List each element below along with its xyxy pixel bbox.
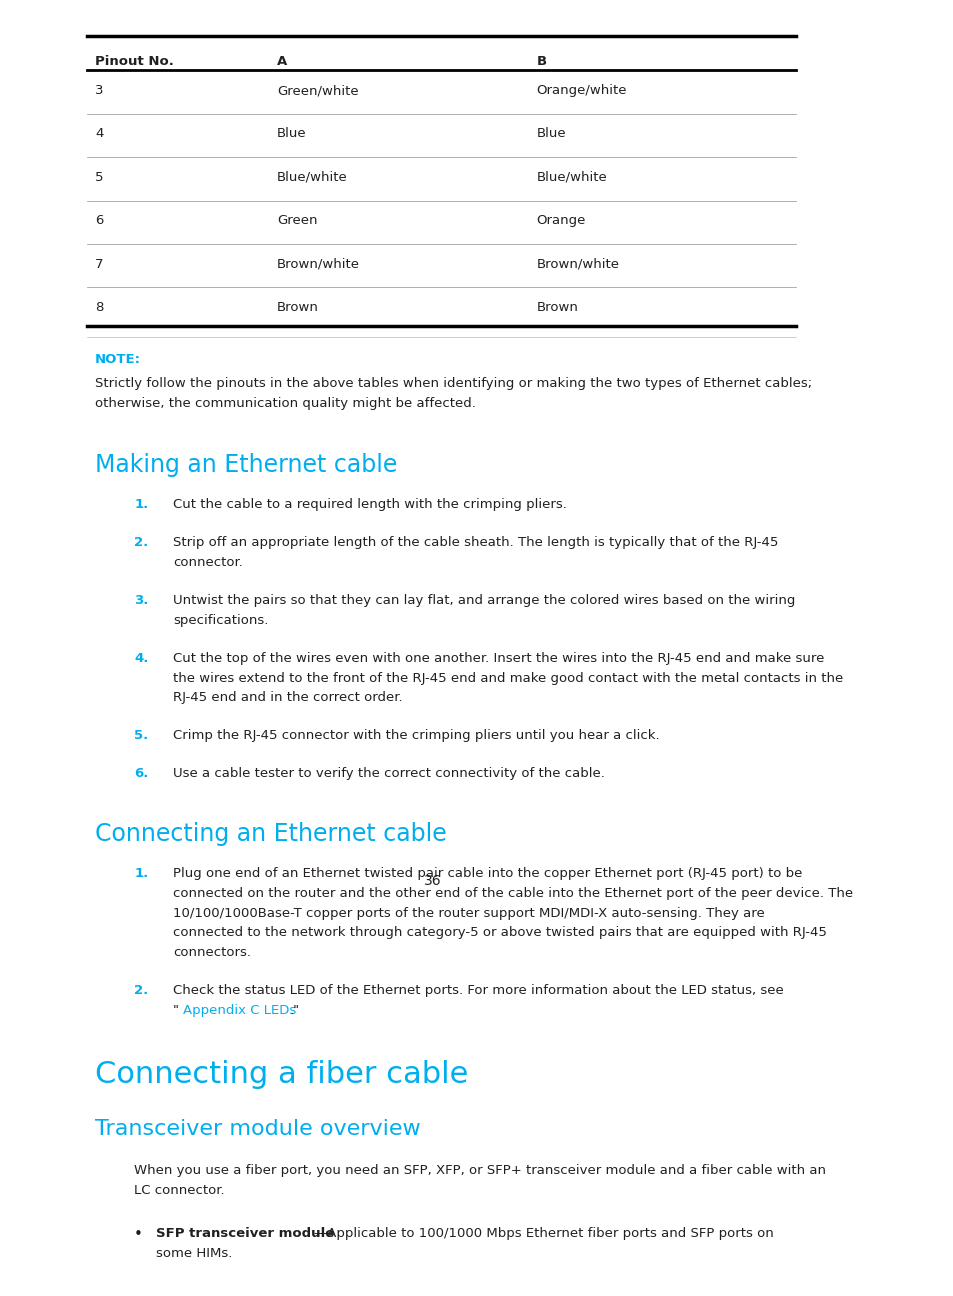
Text: NOTE:: NOTE: (95, 354, 141, 367)
Text: B: B (536, 56, 546, 69)
Text: Connecting a fiber cable: Connecting a fiber cable (95, 1060, 468, 1089)
Text: connected to the network through category-5 or above twisted pairs that are equi: connected to the network through categor… (172, 927, 826, 940)
Text: Appendix C LEDs: Appendix C LEDs (183, 1004, 296, 1017)
Text: 7: 7 (95, 258, 104, 271)
Text: Blue: Blue (276, 127, 306, 140)
Text: 1.: 1. (134, 867, 149, 880)
Text: 5.: 5. (134, 730, 149, 743)
Text: 2.: 2. (134, 537, 149, 550)
Text: Orange/white: Orange/white (536, 84, 626, 97)
Text: Connecting an Ethernet cable: Connecting an Ethernet cable (95, 822, 446, 845)
Text: otherwise, the communication quality might be affected.: otherwise, the communication quality mig… (95, 397, 476, 410)
Text: Cut the top of the wires even with one another. Insert the wires into the RJ-45 : Cut the top of the wires even with one a… (172, 652, 823, 665)
Text: 1.: 1. (134, 498, 149, 511)
Text: 3: 3 (95, 84, 104, 97)
Text: Brown/white: Brown/white (276, 258, 359, 271)
Text: Crimp the RJ-45 connector with the crimping pliers until you hear a click.: Crimp the RJ-45 connector with the crimp… (172, 730, 659, 743)
Text: 4.: 4. (134, 652, 149, 665)
Text: 8: 8 (95, 301, 104, 314)
Text: the wires extend to the front of the RJ-45 end and make good contact with the me: the wires extend to the front of the RJ-… (172, 671, 842, 684)
Text: SFP transceiver module: SFP transceiver module (155, 1227, 334, 1240)
Text: some HIMs.: some HIMs. (155, 1247, 232, 1260)
Text: connectors.: connectors. (172, 946, 251, 959)
Text: LC connector.: LC connector. (134, 1185, 225, 1198)
Text: Brown: Brown (276, 301, 318, 314)
Text: specifications.: specifications. (172, 614, 268, 627)
Text: Making an Ethernet cable: Making an Ethernet cable (95, 452, 397, 477)
Text: 6.: 6. (134, 767, 149, 780)
Text: 5: 5 (95, 171, 104, 184)
Text: .": ." (290, 1004, 299, 1017)
Text: Blue/white: Blue/white (276, 171, 347, 184)
Text: Strictly follow the pinouts in the above tables when identifying or making the t: Strictly follow the pinouts in the above… (95, 377, 811, 390)
Text: Transceiver module overview: Transceiver module overview (95, 1118, 420, 1139)
Text: A: A (276, 56, 287, 69)
Text: connector.: connector. (172, 556, 243, 569)
Text: Use a cable tester to verify the correct connectivity of the cable.: Use a cable tester to verify the correct… (172, 767, 604, 780)
Text: Untwist the pairs so that they can lay flat, and arrange the colored wires based: Untwist the pairs so that they can lay f… (172, 594, 795, 607)
Text: Cut the cable to a required length with the crimping pliers.: Cut the cable to a required length with … (172, 498, 566, 511)
Text: 36: 36 (423, 874, 441, 888)
Text: When you use a fiber port, you need an SFP, XFP, or SFP+ transceiver module and : When you use a fiber port, you need an S… (134, 1164, 825, 1177)
Text: RJ-45 end and in the correct order.: RJ-45 end and in the correct order. (172, 691, 402, 705)
Text: Strip off an appropriate length of the cable sheath. The length is typically tha: Strip off an appropriate length of the c… (172, 537, 778, 550)
Text: Plug one end of an Ethernet twisted pair cable into the copper Ethernet port (RJ: Plug one end of an Ethernet twisted pair… (172, 867, 801, 880)
Text: Brown/white: Brown/white (536, 258, 618, 271)
Text: Blue: Blue (536, 127, 565, 140)
Text: 10/100/1000Base-T copper ports of the router support MDI/MDI-X auto-sensing. The: 10/100/1000Base-T copper ports of the ro… (172, 906, 764, 919)
Text: 2.: 2. (134, 984, 149, 997)
Text: 4: 4 (95, 127, 104, 140)
Text: 6: 6 (95, 214, 104, 227)
Text: Blue/white: Blue/white (536, 171, 607, 184)
Text: Green/white: Green/white (276, 84, 358, 97)
Text: connected on the router and the other end of the cable into the Ethernet port of: connected on the router and the other en… (172, 886, 852, 899)
Text: Pinout No.: Pinout No. (95, 56, 173, 69)
Text: 3.: 3. (134, 594, 149, 607)
Text: Orange: Orange (536, 214, 585, 227)
Text: Check the status LED of the Ethernet ports. For more information about the LED s: Check the status LED of the Ethernet por… (172, 984, 783, 997)
Text: Brown: Brown (536, 301, 578, 314)
Text: Green: Green (276, 214, 317, 227)
Text: ": " (172, 1004, 179, 1017)
Text: —Applicable to 100/1000 Mbps Ethernet fiber ports and SFP ports on: —Applicable to 100/1000 Mbps Ethernet fi… (314, 1227, 773, 1240)
Text: •: • (134, 1227, 143, 1243)
